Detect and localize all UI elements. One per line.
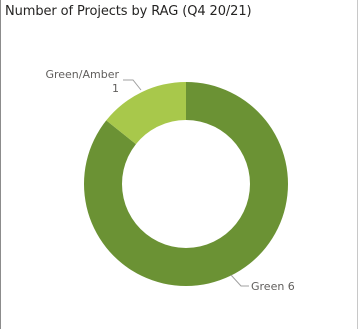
data-label-green: Green 6 xyxy=(251,280,295,293)
data-label-green-amber: Green/Amber xyxy=(45,68,119,81)
chart-title: Number of Projects by RAG (Q4 20/21) xyxy=(5,4,252,19)
leader-line-green-amber xyxy=(123,79,142,91)
leader-line-green xyxy=(230,274,249,287)
donut-slice-green-amber[interactable] xyxy=(106,82,186,145)
data-label-green-amber-value: 1 xyxy=(112,82,119,95)
donut-slice-green[interactable] xyxy=(83,82,288,287)
